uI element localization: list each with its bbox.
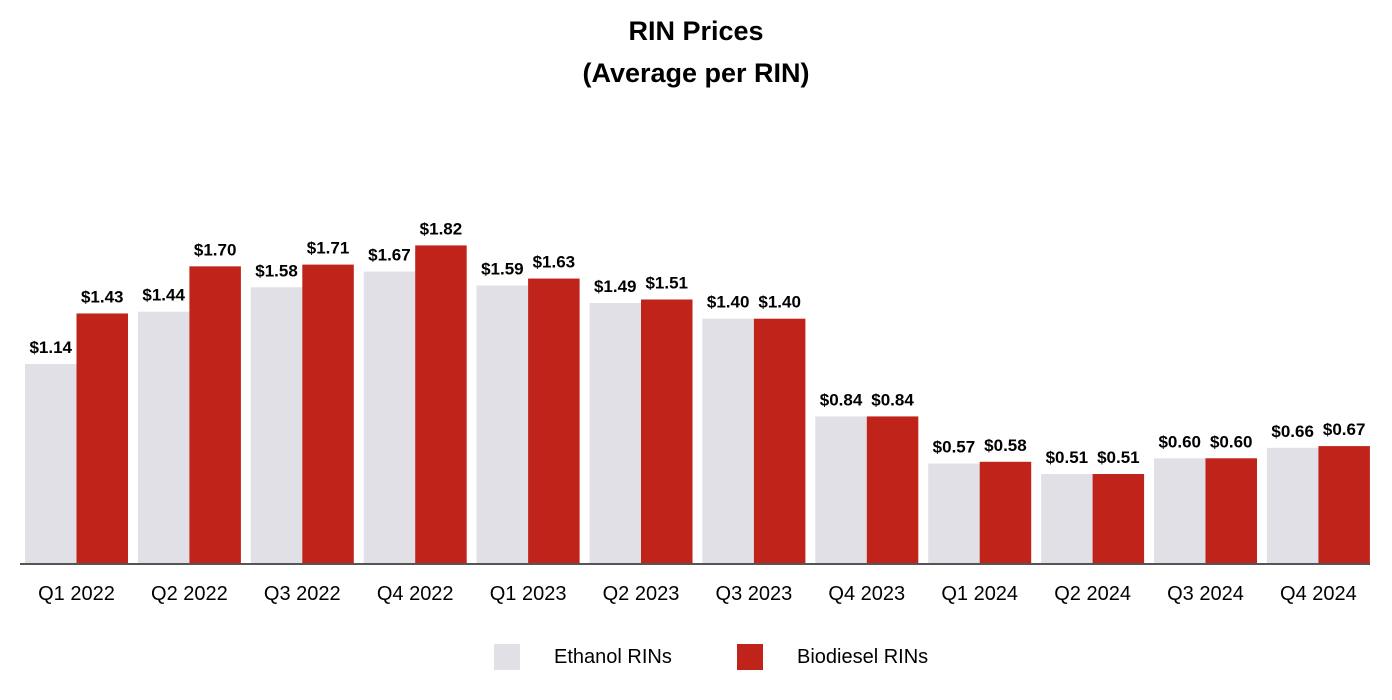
bar-chart: $1.14 $1.43 Q1 2022 $1.44 $1.70 Q2 2022 $1.58 $…	[20, 219, 1370, 605]
x-tick-label: Q4 2023	[828, 583, 905, 605]
bar-ethanol-3	[363, 271, 416, 563]
x-tick-label: Q4 2022	[377, 583, 454, 605]
chart-title: RIN Prices	[628, 16, 764, 46]
data-label-biodiesel-7: $0.84	[871, 390, 914, 409]
data-label-biodiesel-2: $1.71	[307, 239, 350, 258]
bar-ethanol-8	[928, 463, 980, 563]
bar-biodiesel-4	[528, 278, 580, 563]
data-label-ethanol-10: $0.60	[1158, 432, 1201, 451]
data-label-biodiesel-5: $1.51	[645, 274, 688, 293]
data-label-biodiesel-3: $1.82	[420, 219, 463, 238]
x-tick-label: Q2 2023	[603, 583, 680, 605]
data-label-biodiesel-10: $0.60	[1210, 432, 1253, 451]
bar-ethanol-5	[589, 302, 641, 563]
data-label-biodiesel-4: $1.63	[533, 253, 576, 272]
x-tick-label: Q3 2024	[1167, 583, 1244, 605]
data-label-biodiesel-6: $1.40	[758, 293, 801, 312]
legend-swatch-biodiesel	[737, 644, 763, 670]
bar-biodiesel-2	[302, 264, 354, 563]
x-tick-label: Q1 2024	[941, 583, 1018, 605]
x-tick-label: Q2 2024	[1054, 583, 1131, 605]
data-label-ethanol-6: $1.40	[707, 293, 750, 312]
bar-biodiesel-10	[1205, 458, 1257, 563]
data-label-biodiesel-11: $0.67	[1323, 420, 1366, 439]
data-label-ethanol-4: $1.59	[481, 260, 524, 279]
bar-ethanol-11	[1266, 447, 1319, 563]
bar-biodiesel-11	[1318, 446, 1370, 563]
bar-biodiesel-3	[415, 245, 467, 563]
x-tick-label: Q2 2022	[151, 583, 228, 605]
bar-biodiesel-7	[866, 416, 919, 563]
bar-ethanol-1	[137, 311, 190, 563]
legend-item-biodiesel: Biodiesel RINs	[737, 644, 928, 670]
legend-label-ethanol: Ethanol RINs	[554, 645, 672, 668]
data-label-ethanol-2: $1.58	[255, 261, 298, 280]
data-label-ethanol-1: $1.44	[142, 286, 185, 305]
bar-ethanol-7	[815, 416, 867, 563]
x-tick-label: Q3 2023	[716, 583, 793, 605]
legend-label-biodiesel: Biodiesel RINs	[797, 645, 929, 668]
bar-ethanol-0	[25, 364, 77, 563]
bar-ethanol-2	[250, 287, 303, 563]
chart-subtitle: (Average per RIN)	[582, 58, 810, 88]
bar-ethanol-10	[1154, 458, 1206, 563]
x-tick-label: Q4 2024	[1280, 583, 1357, 605]
legend-swatch-ethanol	[494, 644, 520, 670]
data-label-biodiesel-8: $0.58	[984, 436, 1027, 455]
bar-biodiesel-6	[753, 318, 806, 563]
data-label-ethanol-9: $0.51	[1046, 448, 1089, 467]
bar-biodiesel-1	[189, 266, 241, 563]
bar-biodiesel-0	[76, 313, 128, 563]
data-label-ethanol-11: $0.66	[1271, 422, 1314, 441]
data-label-biodiesel-0: $1.43	[81, 287, 124, 306]
x-tick-label: Q1 2023	[490, 583, 567, 605]
data-label-ethanol-0: $1.14	[29, 338, 72, 357]
bar-biodiesel-5	[641, 299, 693, 563]
x-tick-label: Q1 2022	[38, 583, 115, 605]
bar-biodiesel-8	[979, 461, 1032, 563]
bar-biodiesel-9	[1092, 474, 1145, 563]
data-label-ethanol-5: $1.49	[594, 277, 637, 296]
x-tick-label: Q3 2022	[264, 583, 341, 605]
bar-ethanol-9	[1041, 474, 1093, 563]
data-label-biodiesel-1: $1.70	[194, 240, 237, 259]
data-label-biodiesel-9: $0.51	[1097, 448, 1140, 467]
legend-item-ethanol: Ethanol RINs	[494, 644, 672, 670]
data-label-ethanol-8: $0.57	[933, 438, 976, 457]
data-label-ethanol-7: $0.84	[820, 390, 863, 409]
bar-ethanol-4	[476, 285, 529, 563]
bar-ethanol-6	[702, 318, 754, 563]
data-label-ethanol-3: $1.67	[368, 246, 411, 265]
